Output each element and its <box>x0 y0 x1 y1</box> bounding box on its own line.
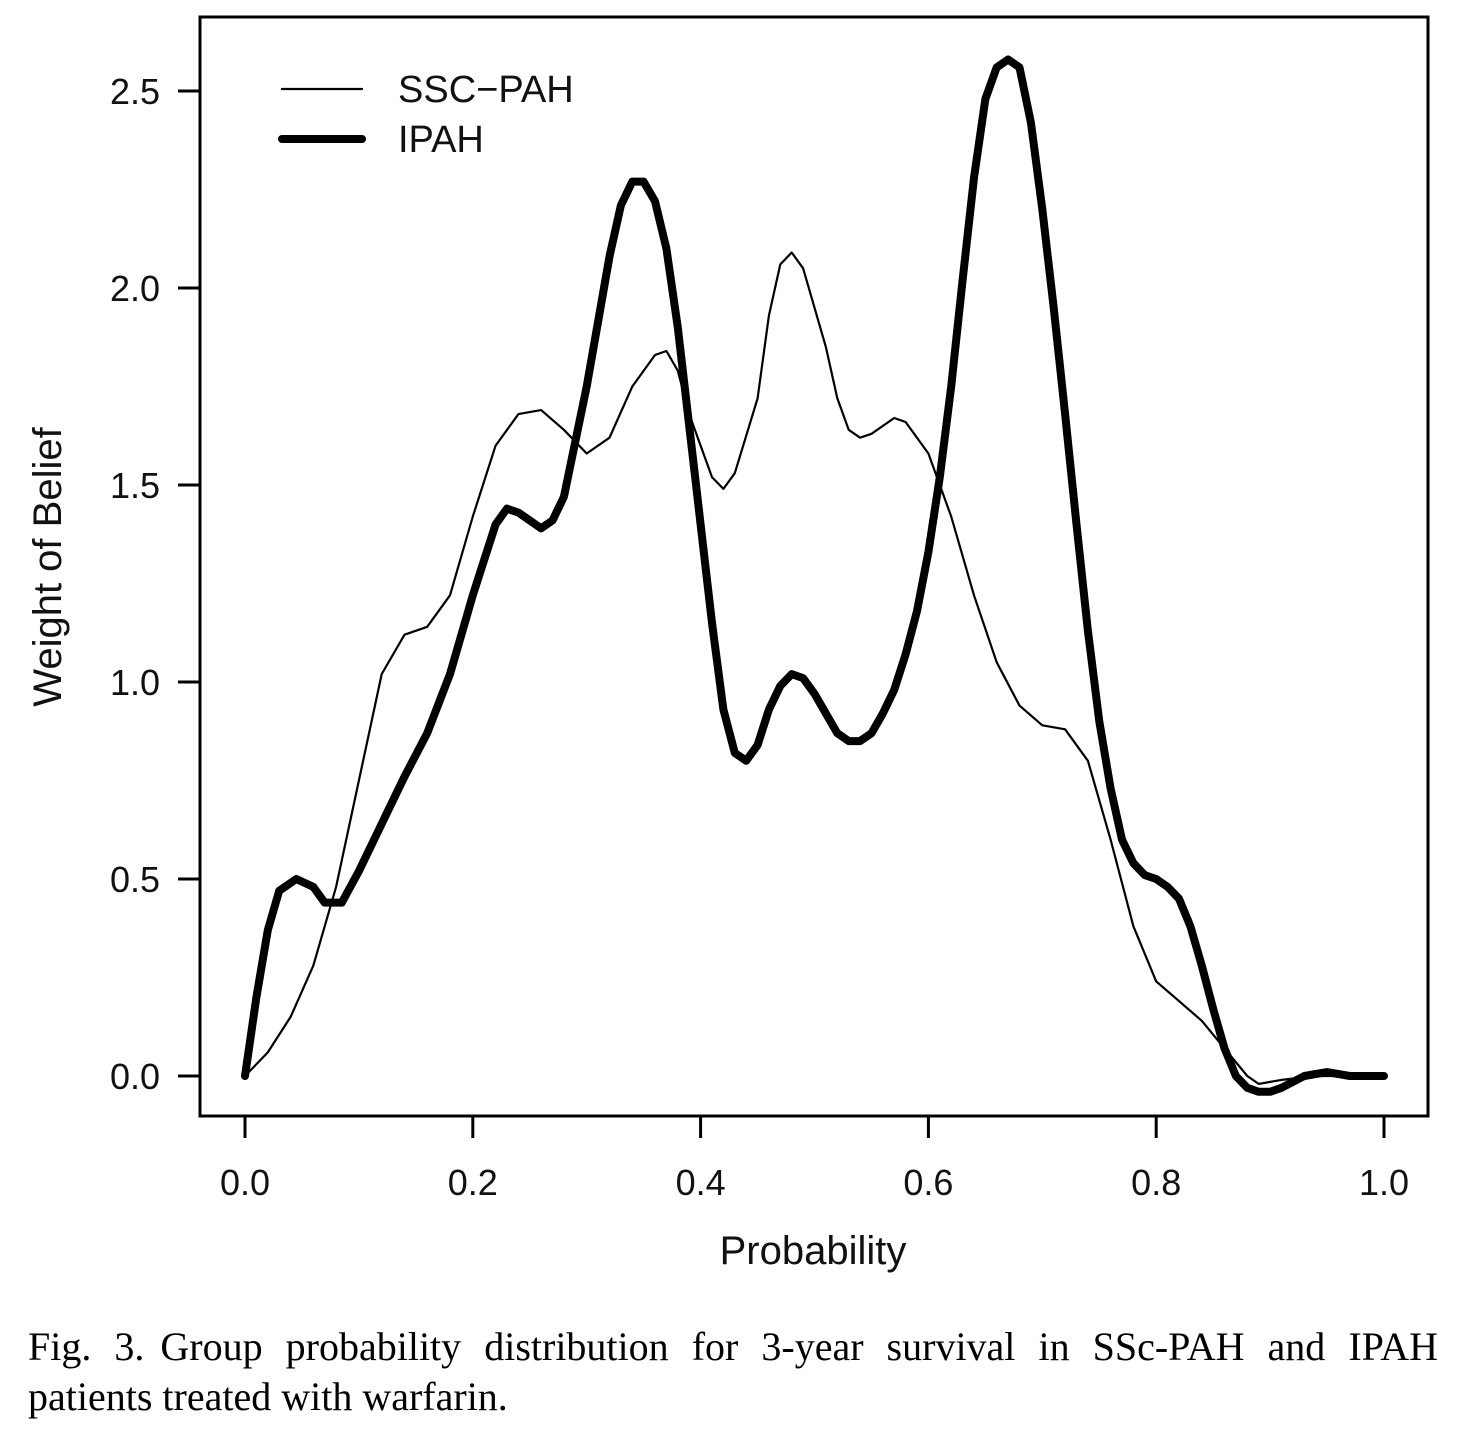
series-line-ssc-pah <box>243 251 1386 1085</box>
legend-label: IPAH <box>398 119 484 161</box>
y-axis-label: Weight of Belief <box>26 426 70 706</box>
series-layer <box>241 55 1388 1096</box>
x-tick-label: 1.0 <box>1359 1162 1409 1203</box>
y-tick-label: 1.0 <box>110 662 160 703</box>
x-axis: 0.0 0.2 0.4 0.6 0.8 1.0 <box>220 1114 1409 1203</box>
y-tick-label: 1.5 <box>110 465 160 506</box>
series-line-ipah <box>241 55 1388 1096</box>
chart-svg: 0.0 0.2 0.4 0.6 0.8 1.0 0.0 0.5 1.0 1.5 2.0 2.5 SS… <box>26 15 1430 1273</box>
figure-caption: Fig. 3. Group probability distribution fo… <box>28 1322 1438 1422</box>
y-tick-label: 2.0 <box>110 268 160 309</box>
x-axis-label: Probability <box>720 1229 907 1273</box>
x-tick-label: 0.8 <box>1131 1162 1181 1203</box>
x-tick-label: 0.2 <box>448 1162 498 1203</box>
x-tick-label: 0.6 <box>903 1162 953 1203</box>
x-tick-label: 0.4 <box>676 1162 726 1203</box>
y-tick-label: 0.5 <box>110 859 160 900</box>
plot-frame <box>198 15 1430 1118</box>
x-tick-label: 0.0 <box>220 1162 270 1203</box>
y-axis: 0.0 0.5 1.0 1.5 2.0 2.5 <box>110 71 202 1097</box>
chart-figure: 0.0 0.2 0.4 0.6 0.8 1.0 0.0 0.5 1.0 1.5 2.0 2.5 SS… <box>26 15 1430 1273</box>
legend: SSC−PAH IPAH <box>278 69 574 161</box>
y-tick-label: 2.5 <box>110 71 160 112</box>
figure-caption-text: Group probability distribution for 3-yea… <box>28 1324 1439 1419</box>
figure-caption-label: Fig. 3. <box>28 1324 145 1369</box>
legend-label: SSC−PAH <box>398 69 574 111</box>
y-tick-label: 0.0 <box>110 1056 160 1097</box>
